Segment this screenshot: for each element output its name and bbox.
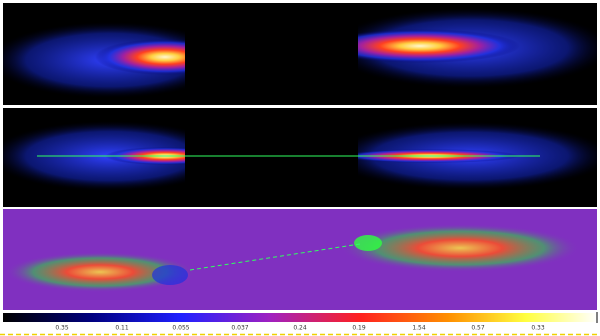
- colorbar-tick-label: 0.35: [55, 325, 69, 332]
- colorbar-tick-label: 0.19: [352, 325, 366, 332]
- colorbar-tick-label: 0.33: [531, 325, 545, 332]
- jet-axis-dashed: [189, 243, 361, 271]
- residual-left: [5, 252, 195, 292]
- residual-right: [340, 224, 580, 272]
- colorbar-tick-label: 0.055: [172, 325, 189, 332]
- colorbar-tick-label: 1.54: [412, 325, 426, 332]
- colorbar-tick-label: 0.11: [115, 325, 129, 332]
- colorbar-tick-label: 0.57: [471, 325, 485, 332]
- colorbar: [3, 313, 597, 322]
- jet-left: [3, 22, 185, 98]
- colorbar-tick-label: 0.037: [231, 325, 248, 332]
- colorbar-tick-label: 0.24: [293, 325, 307, 332]
- jet-right: [358, 8, 597, 88]
